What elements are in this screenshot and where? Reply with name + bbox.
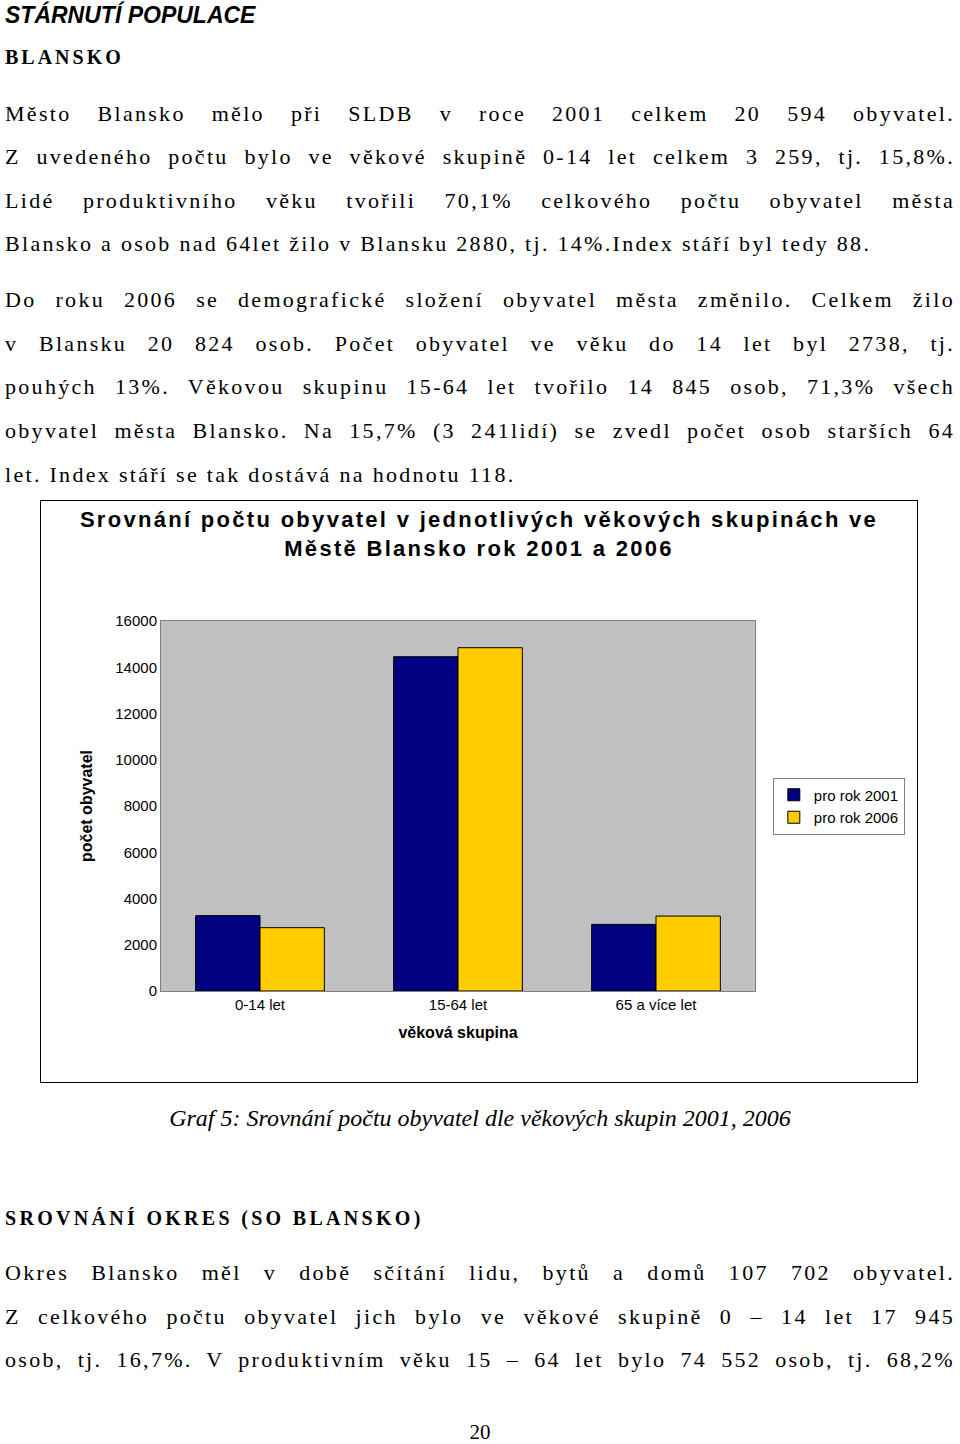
svg-text:věková skupina: věková skupina	[398, 1024, 517, 1041]
html-text:Okres Blansko měl v době sčítá: Okres Blansko měl v době sčítání lidu, b…	[5, 1260, 955, 1285]
html-text:Lidé produktivního věku tvořil: Lidé produktivního věku tvořili 70,1% ce…	[5, 188, 955, 213]
html-text:osob, tj. 16,7%. V produktivní: osob, tj. 16,7%. V produktivním věku 15 …	[5, 1347, 955, 1372]
svg-text:0-14 let: 0-14 let	[235, 996, 286, 1013]
svg-text:Srovnání počtu obyvatel v jedn: Srovnání počtu obyvatel v jednotlivých v…	[80, 507, 878, 561]
svg-text:2000: 2000	[124, 936, 157, 953]
html-text:STÁRNUTÍ POPULACE: STÁRNUTÍ POPULACE	[5, 2, 256, 28]
svg-text:počet obyvatel: počet obyvatel	[78, 750, 95, 862]
svg-text:16000: 16000	[115, 612, 157, 629]
html-text:SROVNÁNÍ OKRES (SO BLANSKO): SROVNÁNÍ OKRES (SO BLANSKO)	[5, 1207, 424, 1229]
html-text:Město Blansko mělo při SLDB v: Město Blansko mělo při SLDB v roce 2001 …	[5, 101, 955, 126]
html-text:Z uvedeného počtu bylo ve věko: Z uvedeného počtu bylo ve věkové skupině…	[5, 144, 955, 169]
svg-text:pro rok 2001: pro rok 2001	[814, 787, 898, 804]
html-text:Blansko a osob nad 64let žilo: Blansko a osob nad 64let žilo v Blansku …	[5, 231, 872, 256]
html-text:pouhých 13%. Věkovou skupinu 1: pouhých 13%. Věkovou skupinu 15-64 let t…	[5, 374, 955, 399]
svg-text:15-64 let: 15-64 let	[429, 996, 488, 1013]
svg-text:pro rok 2006: pro rok 2006	[814, 809, 898, 826]
svg-text:4000: 4000	[124, 890, 157, 907]
html-text:v Blansku 20 824 osob. Počet o: v Blansku 20 824 osob. Počet obyvatel ve…	[5, 331, 955, 356]
svg-text:65 a více let: 65 a více let	[616, 996, 698, 1013]
html-text:BLANSKO: BLANSKO	[5, 46, 124, 68]
html-text:20: 20	[469, 1420, 491, 1444]
html-text:Do roku 2006 se demografické s: Do roku 2006 se demografické složení oby…	[5, 287, 955, 312]
html-text:let. Index stáří se tak dostáv: let. Index stáří se tak dostává na hodno…	[5, 462, 516, 487]
svg-text:8000: 8000	[124, 797, 157, 814]
html-text:Z celkového počtu obyvatel jic: Z celkového počtu obyvatel jich bylo ve …	[5, 1304, 955, 1329]
svg-text:6000: 6000	[124, 844, 157, 861]
svg-text:14000: 14000	[115, 659, 157, 676]
svg-text:0: 0	[149, 982, 157, 999]
html-text:obyvatel města Blansko. Na 15,: obyvatel města Blansko. Na 15,7% (3 241l…	[5, 418, 955, 443]
svg-text:12000: 12000	[115, 705, 157, 722]
svg-text:10000: 10000	[115, 751, 157, 768]
html-text:Graf 5: Srovnání počtu obyvate: Graf 5: Srovnání počtu obyvatel dle věko…	[169, 1105, 791, 1131]
